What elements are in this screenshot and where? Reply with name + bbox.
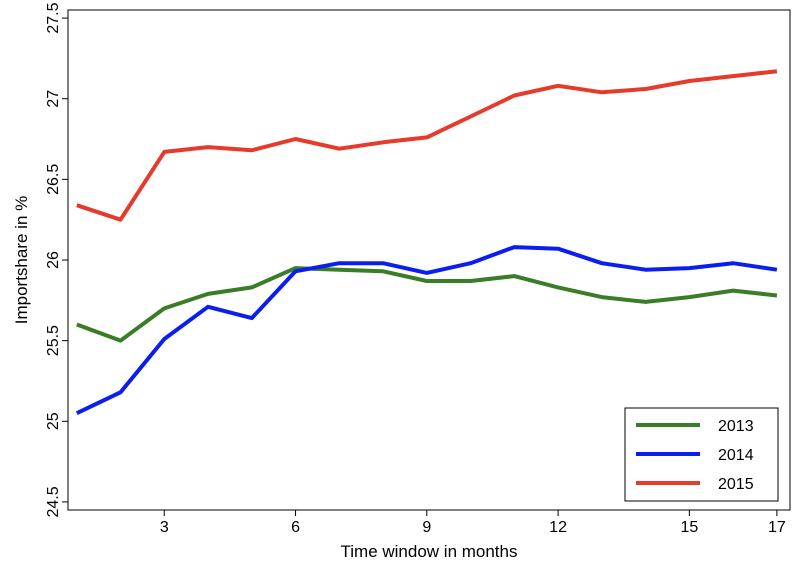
y-axis-title: Importshare in % [12, 196, 31, 325]
y-tick-label: 25 [45, 412, 62, 430]
x-tick-label: 17 [768, 519, 786, 536]
y-tick-label: 27 [45, 90, 62, 108]
x-tick-label: 12 [549, 519, 567, 536]
legend-label-2015: 2015 [718, 476, 754, 493]
series-line-2015 [76, 69, 778, 222]
x-axis-title: Time window in months [341, 542, 518, 561]
x-tick-label: 15 [680, 519, 698, 536]
legend: 2013 2014 2015 [624, 407, 779, 502]
x-tick-label: 6 [291, 519, 300, 536]
y-tick-label: 26.5 [45, 164, 62, 195]
y-tick-label: 26 [45, 251, 62, 269]
x-axis: 3 6 9 12 15 17 [160, 510, 786, 536]
x-tick-label: 9 [422, 519, 431, 536]
legend-label-2013: 2013 [718, 418, 754, 435]
x-tick-label: 3 [160, 519, 169, 536]
series-lines [75, 69, 778, 416]
y-axis: 24.5 25 25.5 26 26.5 27 27.5 [45, 2, 68, 518]
y-tick-label: 27.5 [45, 2, 62, 33]
y-tick-label: 25.5 [45, 325, 62, 356]
y-tick-label: 24.5 [45, 486, 62, 517]
series-line-2013 [76, 266, 778, 343]
legend-label-2014: 2014 [718, 447, 754, 464]
series-line-2014 [75, 245, 778, 416]
